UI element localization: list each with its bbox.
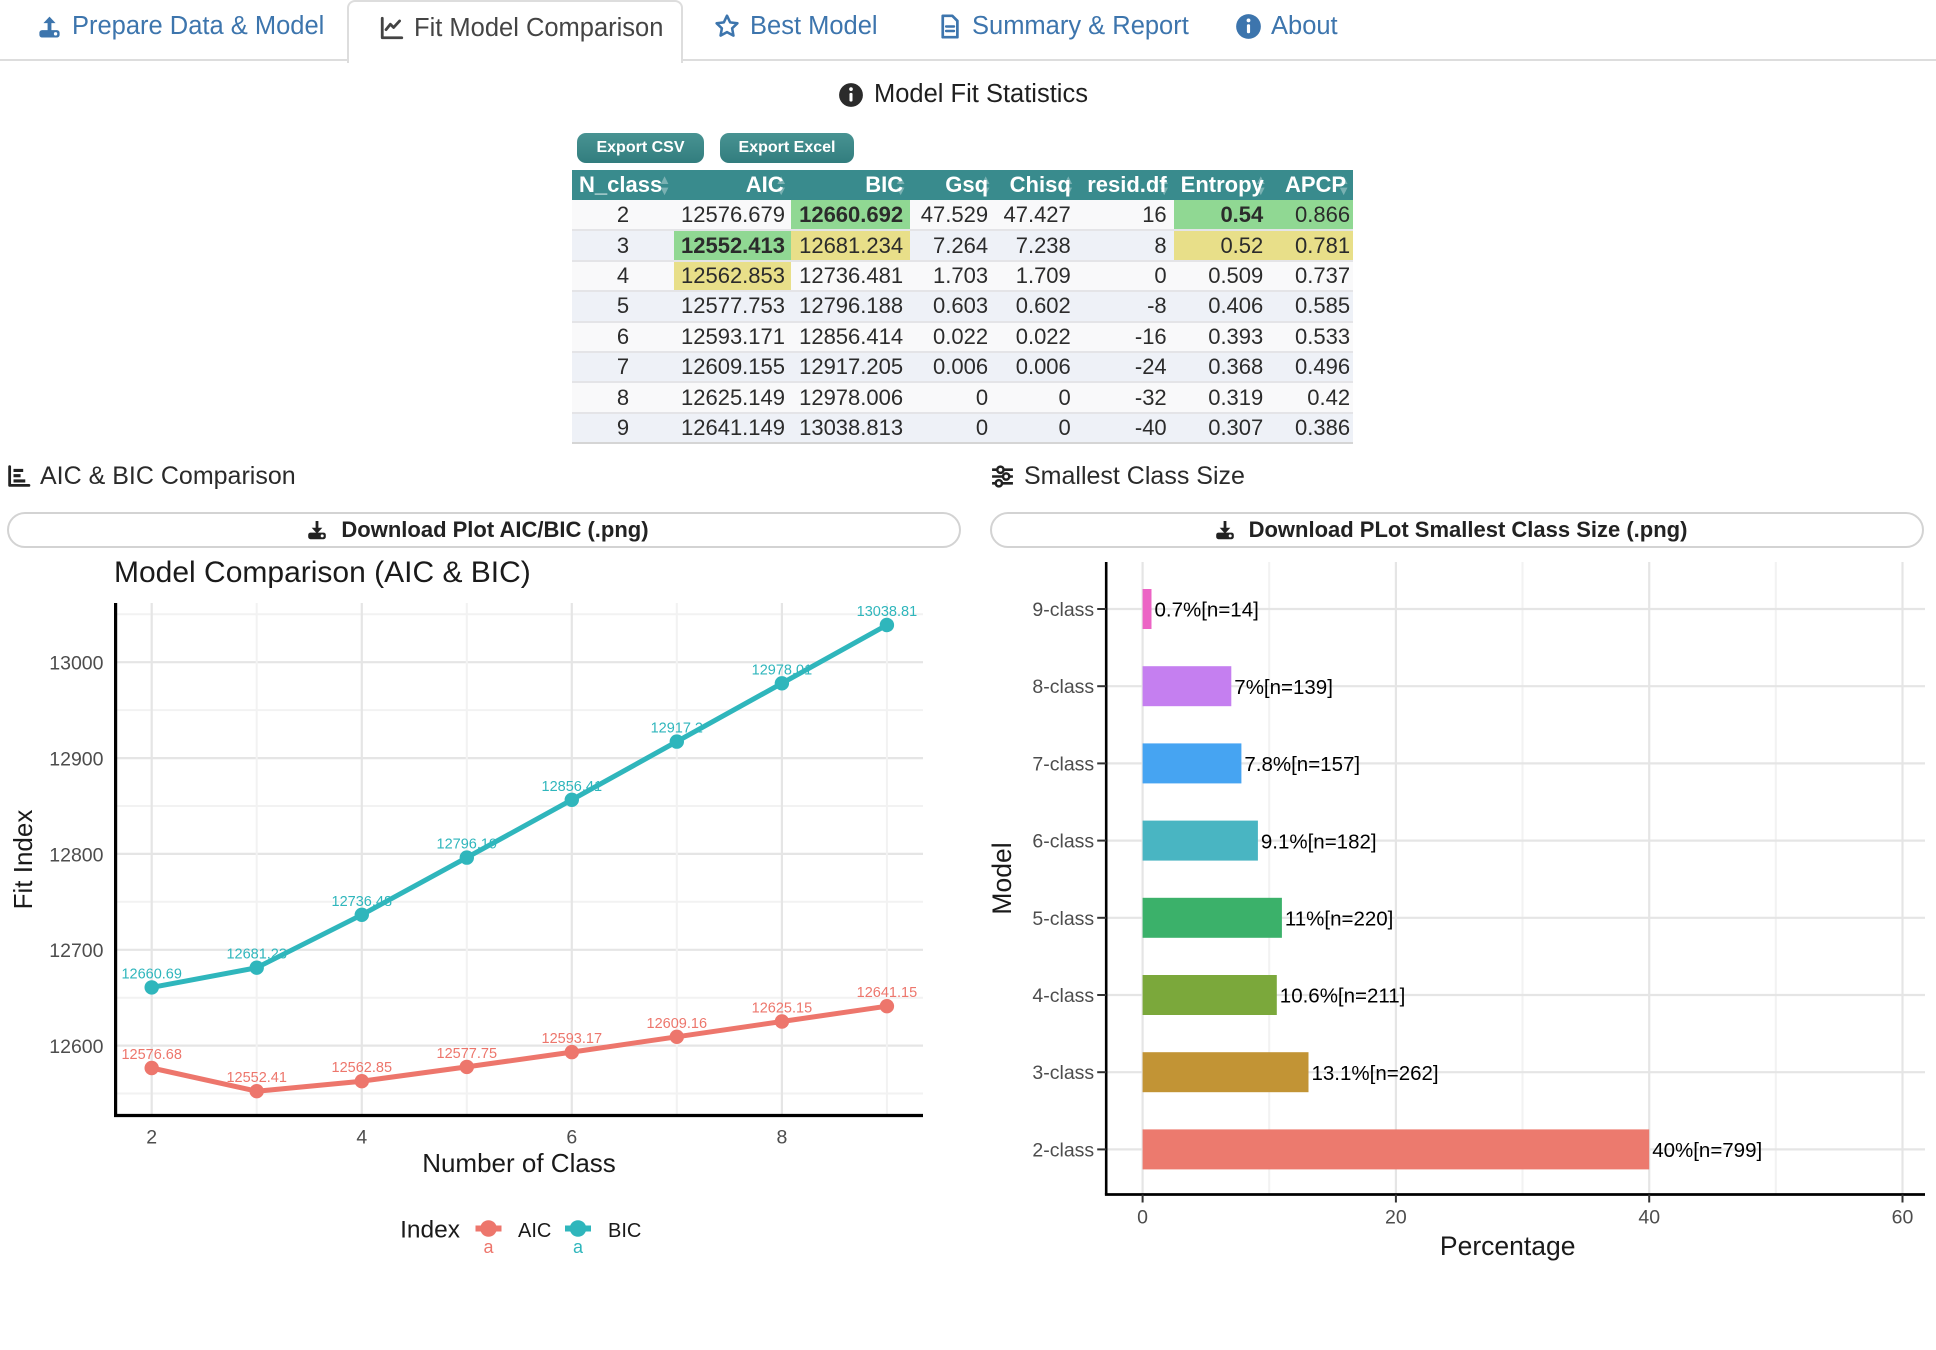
svg-text:12609.16: 12609.16: [647, 1016, 707, 1032]
svg-text:Number of Class: Number of Class: [422, 1148, 616, 1178]
svg-text:0: 0: [1137, 1207, 1148, 1229]
svg-text:Fit Index: Fit Index: [8, 810, 38, 910]
svg-text:AIC: AIC: [518, 1220, 551, 1242]
svg-text:12593.17: 12593.17: [542, 1031, 602, 1047]
svg-text:12576.68: 12576.68: [121, 1047, 181, 1063]
svg-text:2: 2: [146, 1127, 157, 1149]
svg-text:12552.41: 12552.41: [226, 1070, 286, 1086]
svg-text:4-class: 4-class: [1032, 985, 1094, 1007]
svg-text:a: a: [573, 1237, 584, 1257]
svg-text:7.8%[n=157]: 7.8%[n=157]: [1244, 753, 1360, 776]
svg-text:12577.75: 12577.75: [437, 1046, 497, 1062]
svg-text:6: 6: [566, 1127, 577, 1149]
svg-text:13038.81: 13038.81: [857, 604, 917, 620]
svg-text:13000: 13000: [49, 653, 103, 675]
svg-text:12660.69: 12660.69: [121, 966, 181, 982]
svg-text:12600: 12600: [49, 1036, 103, 1058]
svg-text:Index: Index: [400, 1217, 460, 1244]
svg-text:12700: 12700: [49, 940, 103, 962]
svg-text:12562.85: 12562.85: [332, 1060, 392, 1076]
svg-text:20: 20: [1385, 1207, 1407, 1229]
svg-text:10.6%[n=211]: 10.6%[n=211]: [1280, 985, 1406, 1008]
svg-text:6-class: 6-class: [1032, 831, 1094, 853]
svg-text:8-class: 8-class: [1032, 676, 1094, 698]
svg-text:7%[n=139]: 7%[n=139]: [1234, 676, 1333, 699]
svg-text:7-class: 7-class: [1032, 753, 1094, 775]
svg-text:40%[n=799]: 40%[n=799]: [1652, 1139, 1762, 1162]
svg-text:5-class: 5-class: [1032, 908, 1094, 930]
svg-text:40: 40: [1638, 1207, 1660, 1229]
svg-text:4: 4: [356, 1127, 367, 1149]
svg-text:12641.15: 12641.15: [857, 985, 917, 1001]
svg-text:Percentage: Percentage: [1440, 1231, 1576, 1261]
svg-text:0.7%[n=14]: 0.7%[n=14]: [1155, 599, 1259, 622]
svg-text:9.1%[n=182]: 9.1%[n=182]: [1261, 830, 1377, 853]
svg-text:13.1%[n=262]: 13.1%[n=262]: [1312, 1062, 1439, 1085]
svg-text:Model: Model: [987, 842, 1017, 914]
svg-text:60: 60: [1892, 1207, 1914, 1229]
svg-text:12625.15: 12625.15: [752, 1001, 812, 1017]
svg-text:11%[n=220]: 11%[n=220]: [1285, 908, 1393, 931]
svg-text:BIC: BIC: [608, 1220, 641, 1242]
svg-text:8: 8: [776, 1127, 787, 1149]
svg-text:Model Comparison (AIC & BIC): Model Comparison (AIC & BIC): [114, 556, 531, 589]
svg-text:12800: 12800: [49, 844, 103, 866]
svg-text:2-class: 2-class: [1032, 1139, 1094, 1161]
svg-text:9-class: 9-class: [1032, 599, 1094, 621]
svg-text:a: a: [483, 1237, 494, 1257]
svg-text:3-class: 3-class: [1032, 1062, 1094, 1084]
svg-text:12900: 12900: [49, 749, 103, 771]
